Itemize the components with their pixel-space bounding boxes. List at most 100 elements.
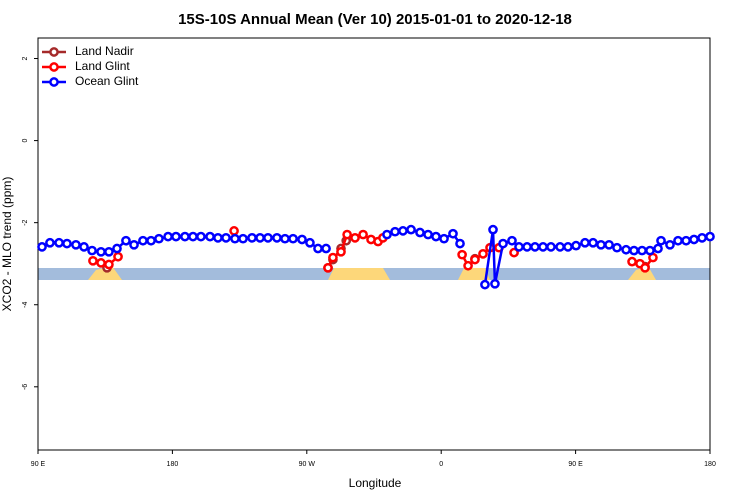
point — [79, 242, 89, 252]
y-tick-label: -4 — [22, 302, 29, 308]
point — [431, 231, 441, 242]
land-patch — [458, 268, 490, 280]
legend-marker — [49, 47, 59, 57]
x-tick-label: 90 W — [299, 461, 316, 468]
point — [629, 245, 639, 256]
x-axis-label: Longitude — [349, 476, 402, 490]
point — [154, 233, 164, 244]
point — [138, 235, 148, 246]
point — [390, 226, 400, 237]
y-tick-label: 0 — [22, 139, 29, 143]
point — [45, 237, 55, 248]
legend-label: Ocean Glint — [75, 74, 139, 88]
point — [238, 233, 248, 244]
point — [596, 239, 606, 250]
point — [563, 242, 573, 252]
point — [104, 259, 114, 270]
point — [272, 232, 282, 243]
x-tick-label: 90 E — [568, 461, 583, 468]
point — [305, 237, 315, 248]
x-tick-label: 180 — [704, 461, 716, 468]
point — [230, 233, 240, 244]
chart-title: 15S-10S Annual Mean (Ver 10) 2015-01-01 … — [178, 11, 572, 28]
point — [196, 231, 206, 242]
point — [423, 229, 433, 240]
point — [321, 243, 331, 254]
point — [555, 242, 565, 252]
point — [640, 262, 650, 273]
point — [627, 256, 637, 267]
legend-label: Land Glint — [75, 59, 130, 73]
point — [681, 235, 691, 246]
point — [54, 237, 64, 248]
y-tick-label: -6 — [22, 384, 29, 390]
point — [221, 232, 231, 243]
point — [87, 245, 97, 256]
point — [480, 279, 490, 290]
point — [146, 235, 156, 246]
point — [689, 234, 699, 245]
point — [673, 235, 683, 246]
point — [255, 232, 265, 243]
point — [229, 226, 239, 236]
y-tick-label: 2 — [22, 56, 29, 60]
y-axis-label: XCO2 - MLO trend (ppm) — [0, 177, 14, 312]
point — [188, 231, 198, 242]
point — [656, 235, 666, 246]
legend-label: Land Nadir — [75, 44, 134, 58]
point — [336, 246, 346, 257]
point — [323, 262, 333, 273]
point — [448, 228, 458, 239]
point — [457, 249, 467, 260]
point — [121, 235, 131, 246]
point — [488, 224, 498, 235]
point — [463, 260, 473, 271]
x-tick-label: 90 E — [31, 461, 46, 468]
point — [171, 231, 181, 242]
y-tick-label: -2 — [22, 219, 29, 225]
point — [263, 232, 273, 243]
point — [697, 232, 707, 243]
point — [163, 231, 173, 242]
point — [705, 231, 715, 242]
point — [415, 227, 425, 238]
point — [112, 243, 122, 254]
land-patch — [328, 268, 390, 280]
point — [455, 238, 465, 249]
point — [653, 243, 663, 254]
point — [288, 233, 298, 244]
x-tick-label: 0 — [439, 461, 443, 468]
point — [129, 239, 139, 250]
point — [637, 245, 647, 256]
point — [538, 242, 548, 252]
point — [439, 233, 449, 244]
point — [580, 237, 590, 248]
legend-marker — [49, 62, 59, 72]
point — [490, 278, 500, 289]
point — [470, 254, 480, 265]
point — [645, 245, 655, 256]
point — [530, 242, 540, 252]
point — [297, 234, 307, 245]
point — [612, 242, 622, 253]
point — [213, 232, 223, 243]
point — [514, 242, 524, 252]
point — [358, 229, 368, 240]
point — [342, 229, 352, 240]
point — [96, 258, 106, 268]
point — [382, 229, 392, 240]
point — [180, 231, 190, 242]
point — [96, 246, 106, 257]
point — [104, 246, 114, 257]
point — [507, 235, 517, 246]
plot-frame — [37, 37, 711, 451]
legend-marker — [49, 77, 59, 87]
surface-band — [38, 266, 710, 280]
point — [498, 238, 508, 249]
point — [509, 247, 519, 258]
point — [71, 239, 81, 250]
point — [113, 251, 123, 262]
point — [665, 239, 675, 250]
point — [37, 242, 47, 252]
